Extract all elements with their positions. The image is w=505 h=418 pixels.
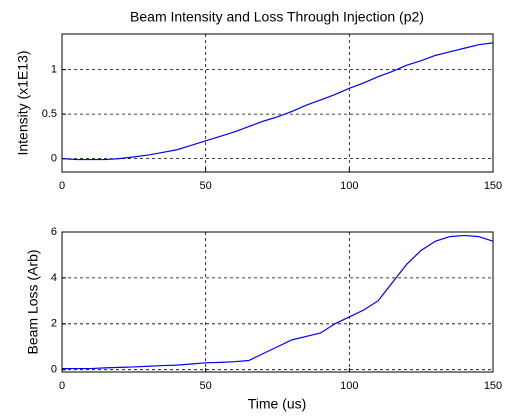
y-axis-label: Beam Loss (Arb) (25, 249, 41, 354)
chart-title: Beam Intensity and Loss Through Injectio… (130, 9, 424, 25)
y-tick-label: 6 (51, 226, 57, 238)
y-tick-label: 0.5 (42, 108, 57, 120)
x-tick-label: 100 (340, 180, 358, 192)
x-axis-label: Time (us) (248, 396, 307, 412)
x-tick-label: 150 (484, 380, 502, 392)
x-tick-label: 50 (200, 180, 212, 192)
y-tick-label: 0 (51, 364, 57, 376)
x-tick-label: 0 (59, 380, 65, 392)
axes-frame (61, 231, 494, 373)
x-tick-label: 0 (59, 180, 65, 192)
y-tick-label: 1 (51, 64, 57, 76)
data-line (61, 42, 494, 161)
plot-area (62, 232, 493, 372)
y-tick-label: 2 (51, 318, 57, 330)
y-tick-label: 0 (51, 153, 57, 165)
data-line (62, 234, 494, 370)
y-tick-label: 4 (51, 272, 57, 284)
x-tick-label: 50 (200, 380, 212, 392)
axes-frame (61, 33, 494, 173)
x-tick-label: 150 (484, 180, 502, 192)
plot-area (62, 34, 493, 172)
y-axis-label: Intensity (x1E13) (15, 50, 31, 155)
x-tick-label: 100 (340, 380, 358, 392)
